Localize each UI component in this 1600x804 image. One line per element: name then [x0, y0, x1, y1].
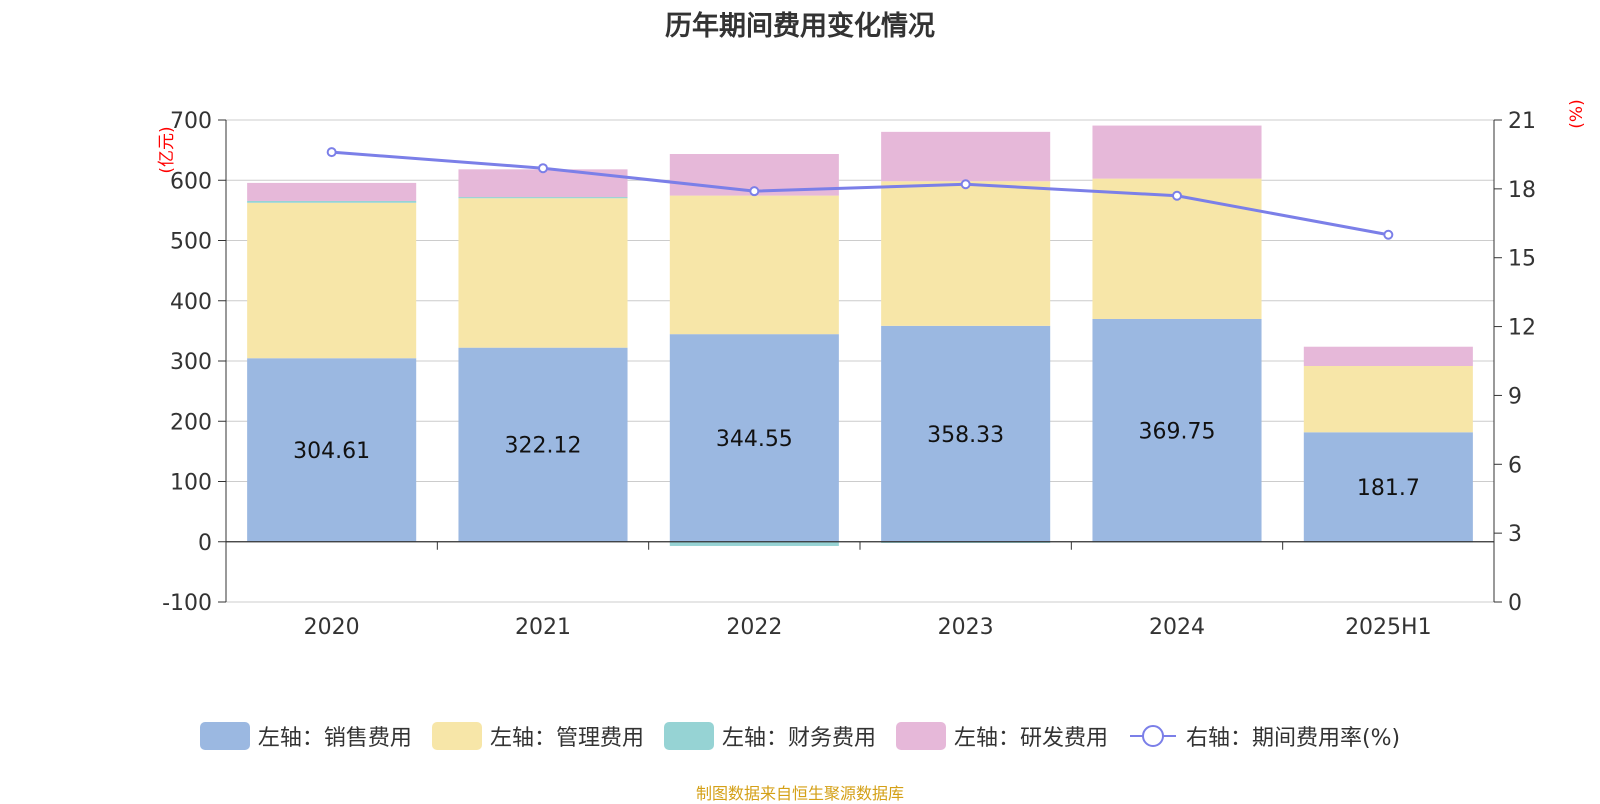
- x-axis-tick-label: 2020: [304, 615, 360, 640]
- legend-line-marker-icon: [1129, 725, 1176, 747]
- legend-swatch-admin: [431, 722, 482, 750]
- bar-data-label: 304.61: [293, 439, 370, 464]
- legend-item-finance[interactable]: 左轴：财务费用: [663, 720, 876, 752]
- chart-plot: -100 0 100 200 300 400 500 600 700 0 3 6 9 12 15 18 21 (亿…: [157, 99, 1587, 640]
- chart-legend: 左轴：销售费用 左轴：管理费用 左轴：财务费用 左轴：研发费用 右轴：期间费用率…: [0, 720, 1600, 752]
- x-axis-tick-label: 2023: [938, 615, 994, 640]
- bar-segment-s0-2022: [669, 334, 839, 542]
- bar-segment-s0-2023: [881, 325, 1051, 542]
- chart-title: 历年期间费用变化情况: [665, 11, 935, 42]
- bar-segment-s2-2022: [669, 541, 839, 546]
- expense-rate-line: [331, 150, 1389, 237]
- left-axis-tick-label: 200: [170, 410, 212, 435]
- legend-item-sales[interactable]: 左轴：销售费用: [199, 720, 412, 752]
- bar-data-label: 344.55: [716, 427, 793, 452]
- legend-label-admin: 左轴：管理费用: [489, 726, 644, 751]
- bar-data-label: 181.7: [1357, 476, 1420, 501]
- right-axis-tick-label: 6: [1508, 453, 1522, 478]
- bar-segment-s3-2020: [247, 182, 417, 201]
- legend-item-admin[interactable]: 左轴：管理费用: [431, 720, 644, 752]
- right-axis-tick-label: 21: [1508, 109, 1536, 134]
- bar-data-label: 358.33: [927, 423, 1004, 448]
- bar-segment-s1-2025H1: [1303, 366, 1473, 433]
- left-axis-tick-label: 500: [170, 230, 212, 255]
- right-axis-tick-label: 3: [1508, 522, 1522, 547]
- legend-item-expense-rate[interactable]: 右轴：期间费用率(%): [1128, 720, 1400, 752]
- bar-segment-s2-2021: [458, 197, 628, 199]
- x-axis-tick-label: 2022: [726, 615, 782, 640]
- legend-label-sales: 左轴：销售费用: [257, 726, 412, 751]
- expense-rate-point: [538, 163, 548, 174]
- right-axis-tick-label: 18: [1508, 178, 1536, 203]
- left-axis-tick-label: 100: [170, 471, 212, 496]
- x-axis-tick-label: 2025H1: [1345, 615, 1432, 640]
- bar-segment-s3-2025H1: [1303, 346, 1473, 367]
- legend-label-finance: 左轴：财务费用: [721, 726, 876, 751]
- left-axis-tick-label: 700: [170, 109, 212, 134]
- x-axis-tick-label: 2021: [515, 615, 571, 640]
- left-axis-tick-label: -100: [162, 591, 212, 616]
- bar-segment-s0-2020: [247, 358, 417, 542]
- bar-segment-s3-2024: [1092, 125, 1262, 179]
- x-axis-tick-label: 2024: [1149, 615, 1205, 640]
- bar-segment-s1-2021: [458, 198, 628, 348]
- right-axis-tick-label: 15: [1508, 247, 1536, 272]
- left-axis-tick-label: 600: [170, 169, 212, 194]
- expense-rate-point: [326, 147, 337, 158]
- expense-rate-point: [749, 186, 760, 197]
- bar-data-label: 322.12: [505, 434, 582, 459]
- bar-segment-s1-2023: [881, 181, 1051, 326]
- legend-swatch-finance: [663, 722, 714, 750]
- right-axis-tick-label: 12: [1508, 316, 1536, 341]
- bar-segment-s1-2022: [669, 195, 839, 335]
- legend-item-rd[interactable]: 左轴：研发费用: [895, 720, 1108, 752]
- legend-label-expense-rate: 右轴：期间费用率(%): [1185, 726, 1401, 751]
- bar-segment-s1-2020: [247, 202, 417, 359]
- bar-data-label: 369.75: [1139, 419, 1216, 444]
- legend-swatch-sales: [199, 722, 250, 750]
- bar-segment-s3-2023: [881, 131, 1051, 182]
- legend-swatch-rd: [895, 722, 946, 750]
- left-axis-unit-label: (亿元): [157, 126, 177, 173]
- expense-rate-point: [1383, 229, 1394, 240]
- left-axis-tick-label: 300: [170, 350, 212, 375]
- right-axis-unit-label: (%): [1567, 99, 1587, 128]
- right-axis-tick-label: 0: [1508, 591, 1522, 616]
- bar-segment-s2-2023: [881, 541, 1051, 543]
- expense-rate-point: [1172, 190, 1182, 201]
- bar-segment-s0-2024: [1092, 318, 1262, 542]
- left-axis-tick-label: 0: [198, 531, 212, 556]
- bar-segment-s2-2020: [247, 200, 417, 203]
- left-axis-tick-label: 400: [170, 290, 212, 315]
- right-axis-tick-label: 9: [1508, 384, 1522, 409]
- bar-segment-s0-2021: [458, 347, 628, 542]
- expense-rate-point: [960, 179, 971, 190]
- bar-segment-s0-2025H1: [1303, 432, 1473, 542]
- legend-label-rd: 左轴：研发费用: [953, 726, 1108, 751]
- data-source-note: 制图数据来自恒生聚源数据库: [695, 784, 904, 803]
- bar-segment-s1-2024: [1092, 178, 1262, 319]
